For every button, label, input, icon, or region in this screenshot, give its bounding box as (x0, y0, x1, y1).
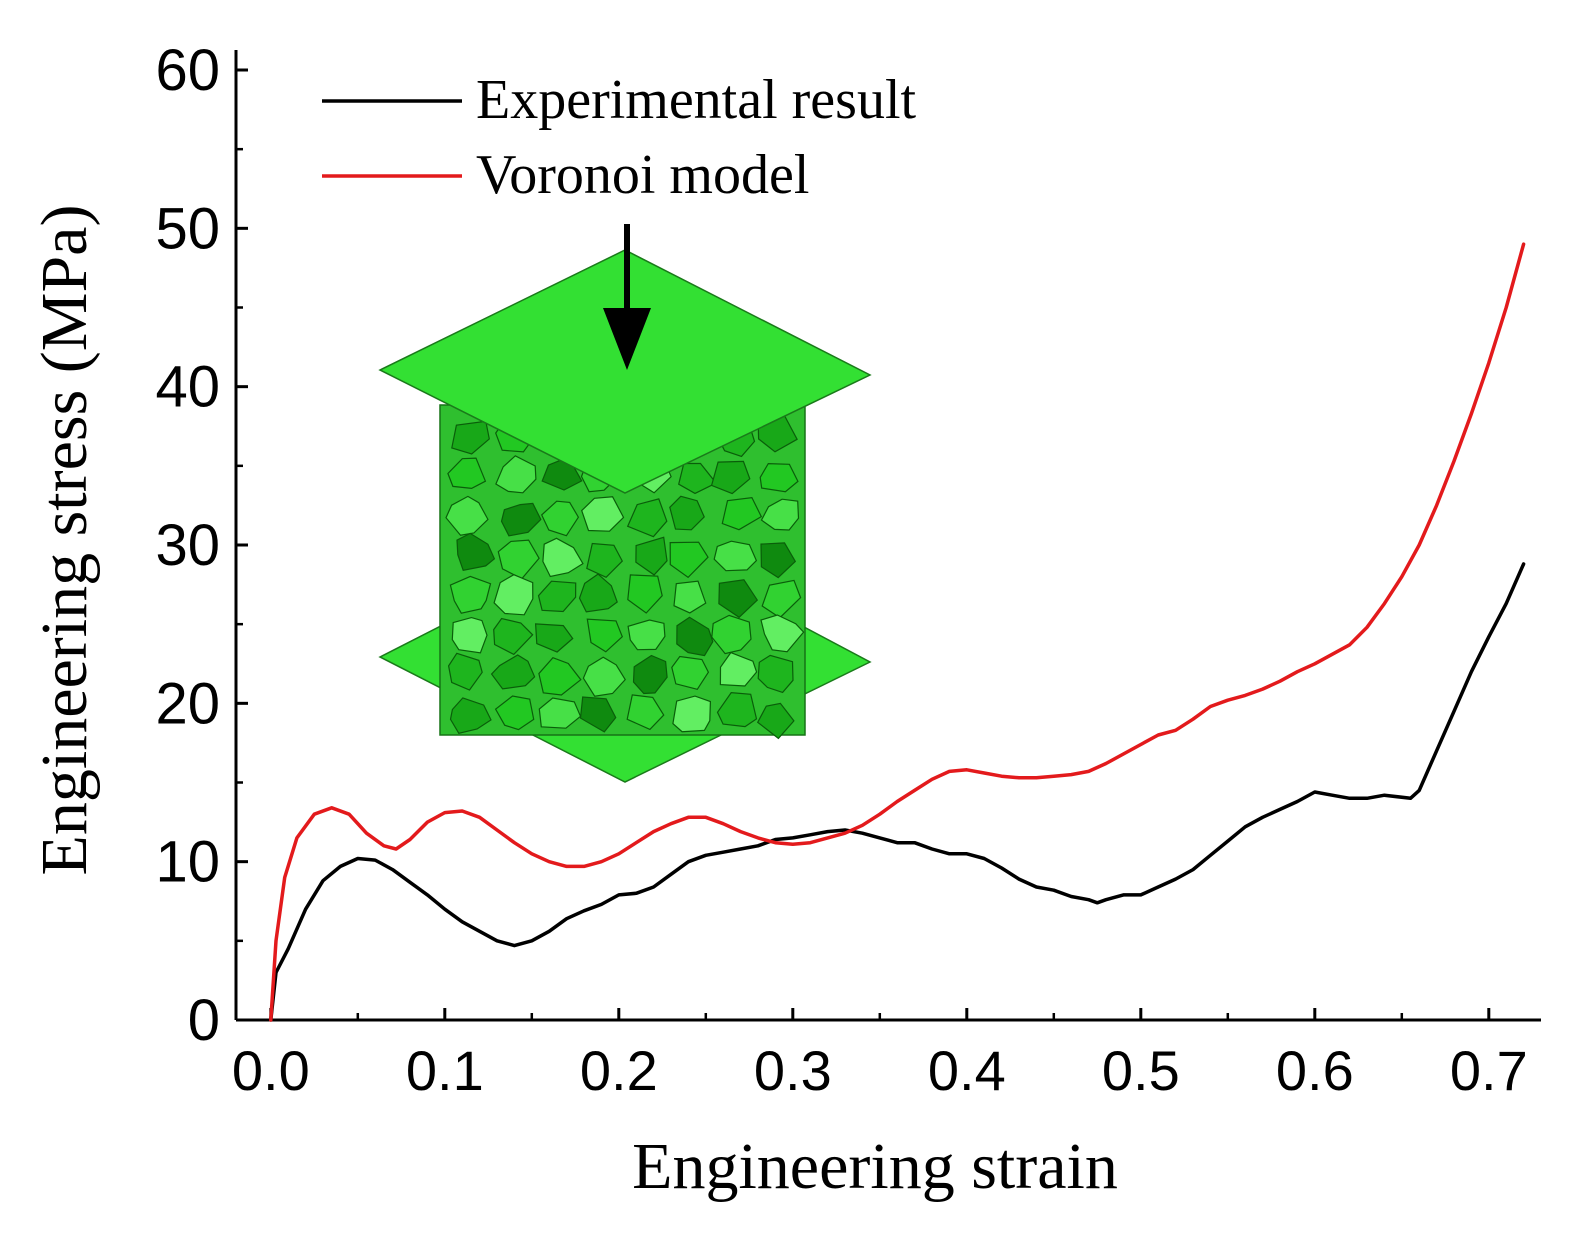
load-arrow-icon (603, 308, 651, 370)
foam-cell (716, 691, 758, 728)
foam-cell (671, 655, 710, 690)
foam-cell (626, 694, 665, 731)
y-tick-label: 30 (155, 513, 220, 578)
foam-cell (451, 616, 488, 654)
foam-cell (713, 540, 758, 572)
foam-cell (542, 537, 584, 578)
foam-cell (494, 695, 535, 731)
foam-cell (676, 616, 714, 657)
foam-cell (538, 656, 582, 696)
foam-cell (669, 495, 705, 531)
axes (234, 50, 1541, 1022)
foam-cell (718, 579, 759, 619)
y-axis-title: Engineering stress (MPa) (28, 205, 101, 876)
legend: Experimental result Voronoi model (322, 69, 917, 206)
foam-cell (586, 618, 624, 653)
foam-cell (578, 573, 618, 613)
foam-cell (495, 455, 537, 494)
foam-cell (759, 462, 799, 493)
series-line-voronoi (269, 242, 1526, 1022)
y-tick-label: 0 (188, 988, 220, 1053)
foam-cell (760, 542, 797, 579)
foam-cell (635, 536, 668, 576)
foam-cell (493, 617, 534, 656)
foam-cell (500, 502, 542, 537)
foam-cell (672, 695, 712, 733)
foam-cell (449, 575, 492, 614)
legend-label-voronoi: Voronoi model (476, 144, 809, 206)
foam-cell (756, 702, 795, 740)
foam-cell (760, 498, 800, 531)
foam-cell (627, 619, 666, 651)
series-line-experimental (269, 562, 1526, 1022)
foam-cell (710, 460, 751, 495)
foam-cell (581, 496, 625, 532)
foam-cell (490, 654, 536, 690)
foam-cell (678, 462, 718, 495)
y-tick-label: 60 (155, 38, 220, 103)
x-axis-title: Engineering strain (632, 1130, 1118, 1203)
y-tick-label: 10 (155, 830, 220, 895)
foam-cell (627, 574, 663, 614)
foam-cell (669, 541, 709, 579)
x-tick-label: 0.2 (580, 1039, 658, 1102)
x-tick-label: 0.7 (1450, 1039, 1528, 1102)
foam-cell (582, 656, 626, 697)
axis-ticks: 0 10 20 30 40 50 60 0.0 0.1 0.2 0.3 0.4 0.5 0.6 0.7 (155, 38, 1527, 1102)
foam-cell (586, 542, 624, 579)
foam-cell (445, 495, 489, 536)
foam-cell (760, 614, 805, 653)
y-tick-label: 40 (155, 355, 220, 420)
voronoi-foam-illustration (378, 224, 872, 783)
foam-cell (757, 654, 794, 694)
foam-cell (447, 652, 483, 691)
x-tick-label: 0.3 (754, 1039, 832, 1102)
data-series (269, 242, 1526, 1022)
foam-cell (447, 457, 487, 490)
x-tick-label: 0.1 (406, 1039, 484, 1102)
foam-cell (493, 574, 534, 616)
foam-cell (579, 696, 617, 733)
foam-cell (711, 614, 752, 655)
foam-cell (538, 697, 582, 729)
foam-cell (540, 500, 580, 537)
foam-cell (534, 623, 574, 653)
foam-cell (632, 654, 668, 695)
foam-cell (626, 498, 668, 538)
foam-cell (537, 580, 577, 613)
foam-cell (761, 579, 802, 619)
x-tick-label: 0.4 (928, 1039, 1006, 1102)
y-tick-label: 20 (155, 671, 220, 736)
y-tick-label: 50 (155, 196, 220, 261)
foam-cell (456, 532, 496, 571)
top-compression-plate (378, 249, 872, 494)
x-tick-label: 0.5 (1102, 1039, 1180, 1102)
x-tick-label: 0.6 (1276, 1039, 1354, 1102)
foam-cell (673, 580, 707, 614)
legend-label-experimental: Experimental result (476, 69, 917, 131)
foam-cell (721, 496, 763, 531)
foam-cell (449, 697, 492, 734)
foam-cell (719, 651, 758, 687)
x-tick-label: 0.0 (232, 1039, 310, 1102)
